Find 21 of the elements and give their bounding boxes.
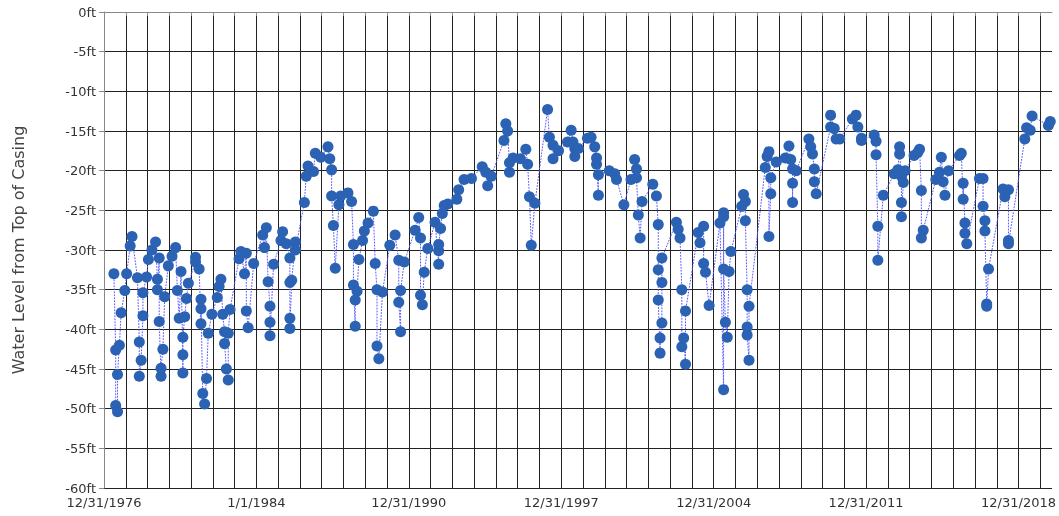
y-tick-label: -10ft [65,83,96,99]
x-tick-label: 12/31/2004 [676,495,752,510]
y-tick-label: -60ft [65,480,96,496]
x-tick-label: 12/31/1976 [66,495,142,510]
y-tick-label: 0ft [78,4,96,20]
y-tick-label: -30ft [65,242,96,258]
y-tick-label: -40ft [65,321,96,337]
y-tick-label: -50ft [65,401,96,417]
x-tick-label: 12/31/1997 [523,495,599,510]
y-tick-label: -35ft [65,282,96,298]
y-tick-label: -5ft [73,44,96,60]
y-tick-label: -20ft [65,163,96,179]
y-tick-label: -55ft [65,440,96,456]
x-tick-label: 12/31/2011 [828,495,904,510]
y-tick-label: -25ft [65,202,96,218]
y-axis-title: Water Level from Top of Casing [8,125,28,375]
x-tick-label: 12/31/2018 [981,495,1056,510]
y-tick-label: -15ft [65,123,96,139]
y-tick-label: -45ft [65,361,96,377]
x-tick-label: 12/31/1990 [371,495,447,510]
x-tick-label: 1/1/1984 [227,495,286,510]
